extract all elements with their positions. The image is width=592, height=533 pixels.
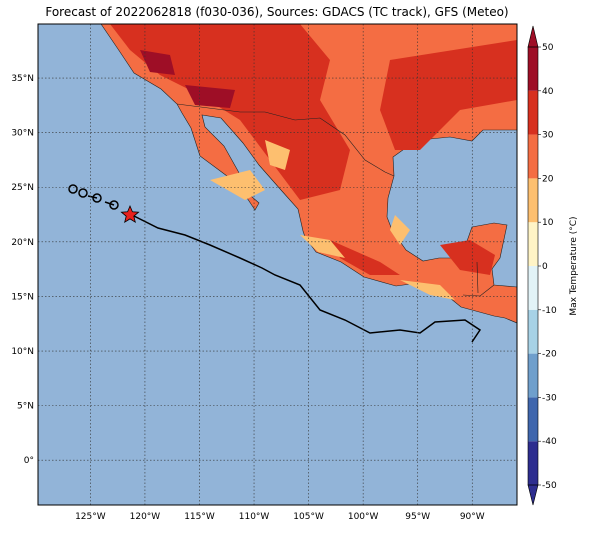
colorbar-bin — [528, 178, 538, 223]
lat-tick-label: 35°N — [11, 74, 34, 84]
lat-tick-label: 15°N — [11, 292, 34, 302]
colorbar-bin — [528, 134, 538, 179]
lon-tick-label: 125°W — [75, 512, 106, 522]
colorbar-extend-max — [527, 25, 539, 48]
colorbar-tick-label: 50 — [542, 43, 554, 53]
colorbar-tick-label: 40 — [542, 87, 554, 97]
colorbar-tick-label: 30 — [542, 131, 554, 141]
lon-tick-label: 95°W — [405, 512, 430, 522]
lon-tick-label: 90°W — [460, 512, 485, 522]
border — [176, 103, 495, 297]
colorbar-extend-min — [527, 484, 539, 506]
colorbar-tick-label: 20 — [542, 174, 554, 184]
map-title: Forecast of 2022062818 (f030-036), Sourc… — [45, 5, 508, 19]
colorbar-tick-label: -10 — [542, 306, 557, 316]
graticule — [38, 24, 517, 505]
colorbar-bin — [528, 47, 538, 91]
colorbar-tick-label: 10 — [542, 218, 554, 228]
colorbar-bin — [528, 222, 538, 266]
colorbar-tick-label: -20 — [542, 350, 557, 360]
colorbar-bin — [528, 441, 538, 485]
colorbar-label: Max Temperature (°C) — [569, 216, 579, 315]
lat-tick-label: 10°N — [11, 347, 34, 357]
colorbar-tick-label: -40 — [542, 437, 557, 447]
lon-tick-label: 115°W — [184, 512, 215, 522]
lat-tick-label: 25°N — [11, 183, 34, 193]
very-hot-region — [140, 50, 235, 108]
lon-tick-label: 120°W — [130, 512, 161, 522]
colorbar-bin — [528, 266, 538, 310]
colorbar-bin — [528, 309, 538, 354]
lat-tick-label: 30°N — [11, 129, 34, 139]
map-frame — [37, 23, 518, 506]
colorbar-tick-label: -30 — [542, 393, 557, 403]
map-area — [38, 24, 517, 505]
colorbar: -50 -40 -30 -20 -10 0 10 20 30 40 50 — [527, 25, 557, 506]
lon-tick-label: 105°W — [293, 512, 324, 522]
lon-tick-label: 100°W — [348, 512, 379, 522]
lat-tick-label: 20°N — [11, 238, 34, 248]
tc-current-position — [120, 204, 140, 224]
colorbar-bin — [528, 353, 538, 398]
colorbar-tick-label: 0 — [542, 262, 548, 272]
tc-positions — [68, 184, 119, 210]
lon-tick-label: 110°W — [239, 512, 270, 522]
lat-tick-label: 5°N — [17, 402, 34, 412]
tc-track — [129, 213, 482, 343]
colorbar-bin — [528, 397, 538, 442]
mild-region — [210, 140, 455, 300]
colorbar-tick-label: -50 — [542, 481, 557, 491]
lat-tick-label: 0° — [24, 456, 34, 466]
colorbar-bin — [528, 90, 538, 135]
